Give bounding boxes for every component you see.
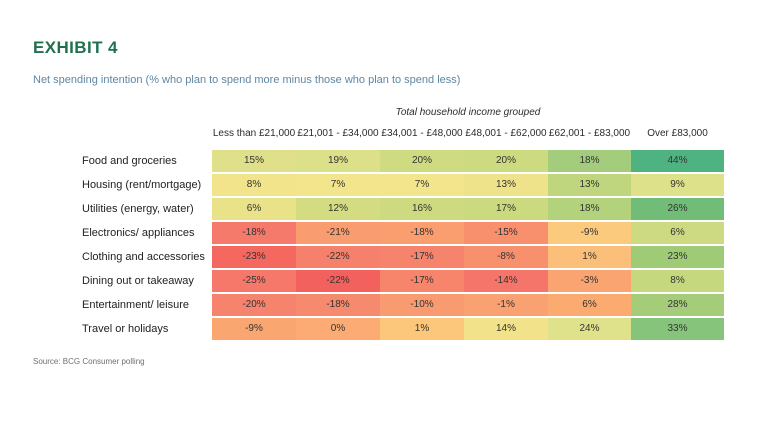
heatmap-cell: -22% [296, 270, 380, 292]
heatmap-cell: 6% [548, 294, 631, 316]
source-note: Source: BCG Consumer polling [33, 357, 145, 366]
heatmap-cell: 13% [464, 174, 548, 196]
heatmap-cell: -8% [464, 246, 548, 268]
table-row: Utilities (energy, water) 6% 12% 16% 17% 18% 2… [82, 198, 724, 220]
table-row: Housing (rent/mortgage) 8% 7% 7% 13% 13% 9% [82, 174, 724, 196]
column-header: £34,001 - £48,000 [381, 128, 463, 139]
table-row: Travel or holidays -9% 0% 1% 14% 24% 33% [82, 318, 724, 340]
table-row: Electronics/ appliances -18% -21% -18% -15% -… [82, 222, 724, 244]
column-header: Less than £21,000 [212, 128, 296, 139]
heatmap-cell: -9% [212, 318, 296, 340]
heatmap-cell: -10% [380, 294, 464, 316]
heatmap-cell: 23% [631, 246, 724, 268]
row-label: Clothing and accessories [82, 251, 205, 263]
column-header: £48,001 - £62,000 [465, 128, 547, 139]
heatmap-cell: 18% [548, 198, 631, 220]
row-label: Utilities (energy, water) [82, 203, 194, 215]
heatmap-cell: 13% [548, 174, 631, 196]
heatmap-cell: 1% [548, 246, 631, 268]
heatmap-cell: -23% [212, 246, 296, 268]
heatmap-cell: 24% [548, 318, 631, 340]
heatmap-cell: -22% [296, 246, 380, 268]
heatmap-cell: 9% [631, 174, 724, 196]
exhibit-subtitle: Net spending intention (% who plan to sp… [33, 74, 461, 86]
row-label: Electronics/ appliances [82, 227, 195, 239]
heatmap-cell: -17% [380, 246, 464, 268]
heatmap-cell: 7% [296, 174, 380, 196]
heatmap-cell: -3% [548, 270, 631, 292]
heatmap-cell: -15% [464, 222, 548, 244]
table-row: Food and groceries 15% 19% 20% 20% 18% 44% [82, 150, 724, 172]
heatmap-cell: 18% [548, 150, 631, 172]
heatmap-cell: 7% [380, 174, 464, 196]
row-label: Housing (rent/mortgage) [82, 179, 202, 191]
heatmap-cell: -14% [464, 270, 548, 292]
heatmap-cell: -21% [296, 222, 380, 244]
heatmap-cell: -18% [380, 222, 464, 244]
heatmap-cell: 26% [631, 198, 724, 220]
heatmap-cell: 14% [464, 318, 548, 340]
heatmap-cell: 17% [464, 198, 548, 220]
heatmap-cell: -20% [212, 294, 296, 316]
table-row: Entertainment/ leisure -20% -18% -10% -1% 6% 2… [82, 294, 724, 316]
heatmap-cell: -18% [212, 222, 296, 244]
column-header-row: Less than £21,000 £21,001 - £34,000 £34,00… [212, 127, 724, 140]
heatmap-body: Food and groceries 15% 19% 20% 20% 18% 44% Hous… [82, 150, 724, 342]
heatmap-cell: -17% [380, 270, 464, 292]
table-row: Dining out or takeaway -25% -22% -17% -14% -3… [82, 270, 724, 292]
heatmap-cell: 1% [380, 318, 464, 340]
heatmap-cell: 44% [631, 150, 724, 172]
heatmap-cell: 8% [631, 270, 724, 292]
heatmap-cell: 16% [380, 198, 464, 220]
heatmap-cell: 20% [464, 150, 548, 172]
heatmap-cell: 8% [212, 174, 296, 196]
heatmap-cell: -25% [212, 270, 296, 292]
column-header: £62,001 - £83,000 [548, 128, 631, 139]
heatmap-cell: 19% [296, 150, 380, 172]
table-row: Clothing and accessories -23% -22% -17% -8% 1… [82, 246, 724, 268]
heatmap-cell: 20% [380, 150, 464, 172]
row-label: Travel or holidays [82, 323, 169, 335]
income-group-label: Total household income grouped [395, 107, 541, 118]
heatmap-cell: 0% [296, 318, 380, 340]
heatmap-cell: -1% [464, 294, 548, 316]
exhibit-title: EXHIBIT 4 [33, 38, 118, 57]
row-label: Dining out or takeaway [82, 275, 194, 287]
heatmap-cell: 28% [631, 294, 724, 316]
column-header: £21,001 - £34,000 [297, 128, 379, 139]
heatmap-cell: 15% [212, 150, 296, 172]
heatmap-cell: -9% [548, 222, 631, 244]
heatmap-cell: 33% [631, 318, 724, 340]
heatmap-cell: 6% [212, 198, 296, 220]
heatmap-cell: -18% [296, 294, 380, 316]
column-header: Over £83,000 [647, 128, 708, 139]
row-label: Entertainment/ leisure [82, 299, 189, 311]
heatmap-cell: 6% [631, 222, 724, 244]
heatmap-cell: 12% [296, 198, 380, 220]
row-label: Food and groceries [82, 155, 177, 167]
